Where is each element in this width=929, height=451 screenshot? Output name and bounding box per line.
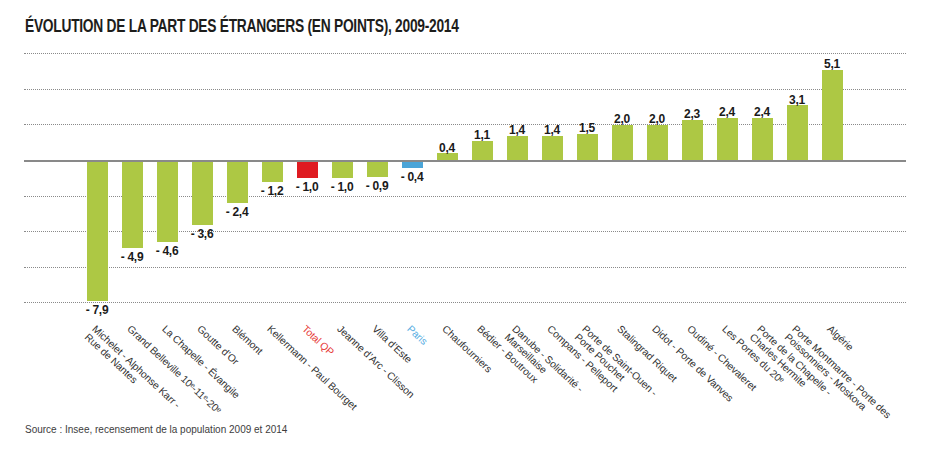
bar — [262, 161, 283, 182]
bar-value-label: 2,4 — [754, 105, 770, 119]
bar-value-label: - 7,9 — [86, 303, 109, 317]
chart-page: ÉVOLUTION DE LA PART DES ÉTRANGERS (EN P… — [0, 0, 929, 451]
bar — [297, 161, 318, 179]
bar-value-label: - 0,9 — [366, 179, 389, 193]
bar-value-label: - 1,0 — [331, 180, 354, 194]
gridline — [24, 267, 906, 268]
bar-value-label: 1,4 — [509, 123, 525, 137]
bar — [682, 120, 703, 161]
bar-value-label: 2,0 — [614, 112, 630, 126]
category-label: Algérie — [825, 324, 855, 353]
bar — [192, 161, 213, 225]
bar — [612, 125, 633, 161]
bar-value-label: - 1,0 — [296, 180, 319, 194]
bar-value-label: - 3,6 — [191, 227, 214, 241]
bar — [507, 136, 528, 161]
source-note: Source : Insee, recensement de la popula… — [25, 424, 287, 435]
bar — [87, 161, 108, 302]
bar — [332, 161, 353, 179]
bar — [542, 136, 563, 161]
gridline — [24, 89, 906, 90]
x-axis-line — [24, 160, 906, 162]
bar — [717, 118, 738, 161]
category-label: Paris — [405, 324, 429, 347]
bar-value-label: - 1,2 — [261, 184, 284, 198]
bar-value-label: 2,4 — [719, 105, 735, 119]
bar-value-label: 3,1 — [789, 93, 805, 107]
bar-value-label: - 2,4 — [226, 205, 249, 219]
bar — [122, 161, 143, 248]
category-label: Blémont — [230, 324, 264, 357]
bar — [577, 134, 598, 161]
bar-value-label: 5,1 — [824, 57, 840, 71]
bar-value-label: 2,0 — [649, 112, 665, 126]
bar-value-label: 0,4 — [439, 141, 455, 155]
bar-value-label: 1,4 — [544, 123, 560, 137]
bar-value-label: 1,5 — [579, 121, 595, 135]
gridline — [24, 302, 906, 303]
chart-title: ÉVOLUTION DE LA PART DES ÉTRANGERS (EN P… — [25, 14, 459, 35]
bar — [227, 161, 248, 204]
bar-value-label: - 4,9 — [121, 250, 144, 264]
bar — [822, 70, 843, 161]
bar — [157, 161, 178, 243]
bar — [402, 161, 423, 168]
gridline — [24, 53, 906, 54]
bar — [752, 118, 773, 161]
bar — [787, 105, 808, 160]
bar-value-label: 2,3 — [684, 107, 700, 121]
bar-value-label: - 4,6 — [156, 244, 179, 258]
bar-value-label: 1,1 — [474, 128, 490, 142]
bar-value-label: - 0,4 — [401, 170, 424, 184]
bar — [472, 141, 493, 161]
gridline — [24, 124, 906, 125]
bar — [647, 125, 668, 161]
bar — [367, 161, 388, 177]
